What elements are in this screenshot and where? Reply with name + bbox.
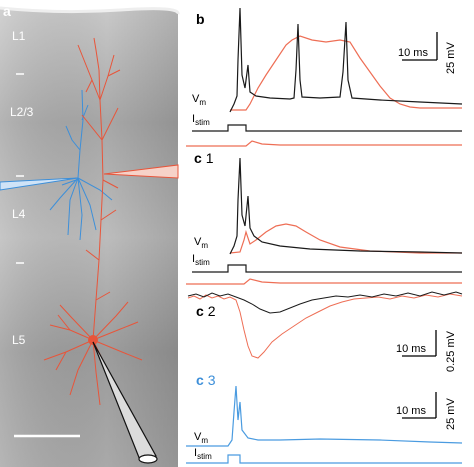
panel-a-micrograph [0, 6, 180, 467]
panel-b-time-label: 10 ms [398, 47, 428, 59]
panel-c2-black-trace [187, 291, 463, 314]
panel-c3-vm-label: Vm [194, 431, 208, 445]
panel-c2-volt-label: 0.25 mV [445, 330, 457, 372]
layer-label-l23: L2/3 [10, 105, 34, 119]
panel-c3-time-label: 10 ms [396, 405, 426, 417]
layer-label-l4: L4 [12, 207, 26, 221]
panel-c1-istim-trace [192, 264, 462, 273]
red-l5-soma [88, 335, 98, 345]
layer-label-l5: L5 [12, 333, 26, 347]
panel-c1-black-trace [229, 157, 463, 255]
panel-c1-istim-label: Istim [192, 253, 210, 267]
panel-b: b 10 ms 25 mV Vm Istim [186, 7, 463, 147]
panel-b-istim-trace [192, 124, 462, 132]
red-electrode [103, 164, 179, 179]
panel-c3-volt-label: 25 mV [445, 398, 457, 430]
panel-label-a: a [3, 3, 11, 19]
panel-c1-red-stim-trace [186, 278, 462, 285]
layer-label-l1: L1 [12, 29, 26, 43]
panel-c2-time-label: 10 ms [396, 343, 426, 355]
panel-c3-blue-trace [186, 385, 463, 447]
panel-b-red-stim-trace [186, 140, 462, 147]
panel-b-black-trace [229, 7, 463, 113]
panel-label-b: b [196, 11, 205, 27]
blue-electrode [0, 177, 79, 191]
panel-b-istim-label: Istim [192, 113, 210, 127]
panel-b-vm-label: Vm [192, 93, 206, 107]
panel-b-volt-label: 25 mV [445, 42, 457, 74]
panel-c1-vm-label: Vm [194, 236, 208, 250]
panel-c1-red-trace [229, 223, 462, 254]
panel-c3-istim-trace [186, 454, 462, 464]
panel-c2-red-trace [187, 293, 463, 359]
blue-l4-neuron [49, 89, 113, 241]
panel-c3-istim-label: Istim [194, 447, 212, 461]
